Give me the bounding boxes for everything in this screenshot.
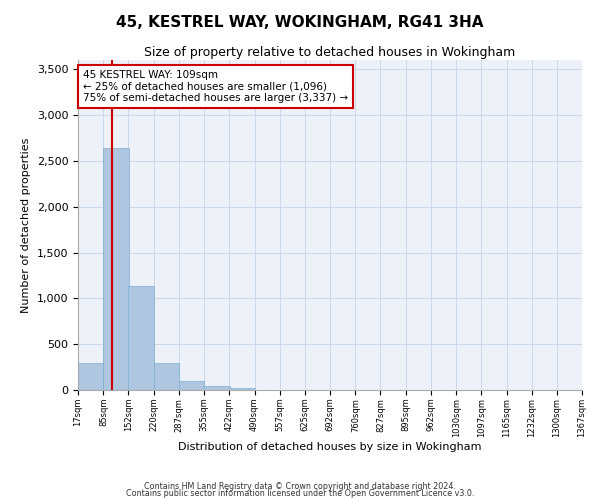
Bar (204, 386, 230, 390)
Text: 45, KESTREL WAY, WOKINGHAM, RG41 3HA: 45, KESTREL WAY, WOKINGHAM, RG41 3HA (116, 15, 484, 30)
Bar (103, 148, 129, 390)
Bar (229, 388, 254, 390)
Bar (78, 364, 103, 390)
X-axis label: Distribution of detached houses by size in Wokingham: Distribution of detached houses by size … (178, 442, 482, 452)
Bar (128, 286, 154, 390)
Y-axis label: Number of detached properties: Number of detached properties (21, 138, 31, 312)
Bar (179, 382, 204, 390)
Bar (154, 362, 179, 390)
Text: Contains public sector information licensed under the Open Government Licence v3: Contains public sector information licen… (126, 490, 474, 498)
Title: Size of property relative to detached houses in Wokingham: Size of property relative to detached ho… (145, 46, 515, 59)
Text: 45 KESTREL WAY: 109sqm
← 25% of detached houses are smaller (1,096)
75% of semi-: 45 KESTREL WAY: 109sqm ← 25% of detached… (83, 70, 348, 103)
Text: Contains HM Land Registry data © Crown copyright and database right 2024.: Contains HM Land Registry data © Crown c… (144, 482, 456, 491)
